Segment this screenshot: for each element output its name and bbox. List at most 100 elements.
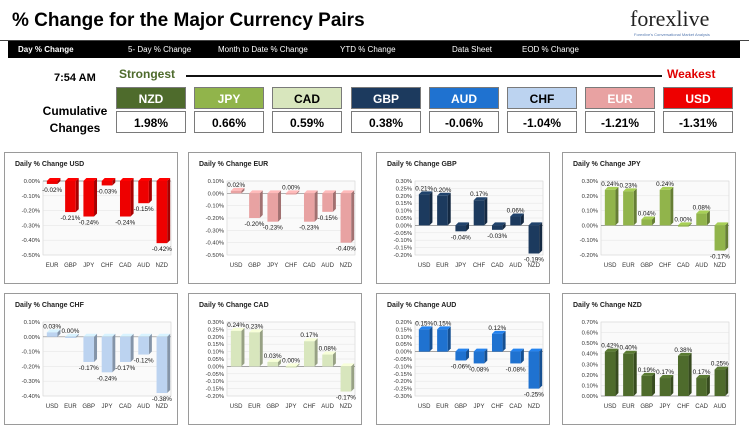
bar-front [659, 378, 671, 396]
data-label: -0.17% [336, 395, 356, 402]
y-tick-label: 0.05% [208, 357, 224, 363]
currency-box-aud: AUD [429, 87, 499, 109]
bar-front [659, 189, 671, 226]
bar-top [322, 351, 336, 355]
bar-side [706, 375, 710, 396]
x-tick-label: GBP [64, 263, 77, 269]
x-tick-label: JPY [455, 263, 466, 269]
chart-panel-eur: Daily % Change EUR 0.10% 0.00% -0.10% -0.20%… [188, 152, 362, 284]
nav-5day-change[interactable]: 5- Day % Change [128, 45, 192, 54]
y-tick-label: 0.15% [396, 201, 412, 207]
x-tick-label: NZD [528, 263, 541, 269]
x-tick-label: USD [46, 404, 59, 410]
x-tick-label: JPY [285, 404, 296, 410]
bar-front [437, 329, 448, 352]
bar [101, 333, 116, 373]
y-tick-label: -0.30% [22, 379, 40, 385]
y-tick-label: -0.20% [394, 379, 412, 385]
currency-value-cad: 0.59% [272, 111, 342, 133]
forexlive-logo[interactable]: forexlive Forexlive's Conversational Mar… [630, 6, 738, 40]
data-label: 0.24% [601, 181, 619, 188]
bar-top [473, 197, 488, 201]
x-tick-label: AUD [714, 404, 727, 410]
data-label: -0.17% [115, 365, 135, 372]
bar-side [332, 351, 336, 367]
bar-front [604, 189, 616, 226]
timestamp: 7:54 AM [54, 72, 96, 84]
y-tick-label: -0.15% [394, 246, 412, 252]
y-tick-label: 0.25% [396, 186, 412, 192]
currency-value-aud: -0.06% [429, 111, 499, 133]
bar-top [677, 352, 692, 356]
bar [83, 333, 98, 362]
x-tick-label: EUR [46, 263, 59, 269]
currency-box-gbp: GBP [351, 87, 421, 109]
bar-front [510, 216, 521, 226]
bar-side [502, 222, 506, 230]
bar-side [57, 329, 61, 337]
bar-top [46, 178, 61, 181]
chart-panel-aud: Daily % Change AUD 0.20% 0.15% 0.10% 0.05% 0.… [376, 293, 550, 425]
bar-top [418, 191, 433, 195]
data-label: -0.24% [115, 220, 135, 227]
y-tick-label: 0.00% [396, 223, 412, 229]
bar-top [623, 188, 637, 192]
y-tick-label: -0.10% [394, 238, 412, 244]
data-label: -0.03% [487, 233, 507, 240]
bar-side [706, 210, 710, 226]
x-tick-label: USD [604, 263, 617, 269]
bar-top [491, 330, 506, 334]
bar-top [696, 375, 710, 379]
y-tick-label: 0.00% [24, 335, 40, 341]
bar-top [714, 366, 729, 370]
nav-ytd-change[interactable]: YTD % Change [340, 45, 396, 54]
bar-top [322, 190, 336, 194]
y-tick-label: -0.50% [22, 253, 40, 259]
nav-data-sheet[interactable]: Data Sheet [452, 45, 493, 54]
bar [510, 348, 524, 364]
nav-mtd-change[interactable]: Month to Date % Change [218, 45, 308, 54]
data-label: -0.23% [299, 225, 319, 232]
bar-side [241, 187, 245, 194]
cumulative-label-line1: Cumulative [42, 104, 108, 118]
bar-front [156, 181, 168, 244]
x-tick-label: CHF [303, 404, 316, 410]
currency-box-jpy: JPY [194, 87, 264, 109]
data-label: -0.17% [79, 365, 99, 372]
y-tick-label: 0.40% [582, 352, 598, 358]
x-tick-label: USD [230, 404, 243, 410]
data-label: -0.12% [134, 358, 154, 365]
bar [138, 178, 152, 204]
y-tick-label: -0.20% [580, 253, 598, 259]
x-tick-label: AUD [137, 404, 150, 410]
data-label: 0.08% [319, 346, 337, 353]
bar-side [633, 188, 637, 226]
y-tick-label: 0.00% [208, 364, 224, 370]
bar-side [130, 178, 134, 217]
bar-front [528, 225, 540, 254]
bar-top [156, 333, 171, 337]
bar-side [725, 366, 729, 396]
y-tick-label: 0.30% [582, 362, 598, 368]
x-tick-label: CHF [659, 263, 672, 269]
y-tick-label: -0.10% [206, 379, 224, 385]
bar-top [83, 333, 98, 337]
bar [156, 178, 171, 244]
y-tick-label: 0.10% [582, 383, 598, 389]
y-tick-label: 0.10% [396, 335, 412, 341]
bar-top [101, 178, 116, 181]
nav-day-change[interactable]: Day % Change [18, 45, 74, 54]
data-label: -0.42% [152, 246, 172, 253]
page-title: % Change for the Major Currency Pairs [12, 10, 365, 31]
bar-side [167, 178, 171, 244]
chart-svg: Daily % Change USD 0.00% -0.10% -0.20% -0.30… [15, 161, 172, 269]
y-tick-label: -0.15% [394, 372, 412, 378]
nav-eod-change[interactable]: EOD % Change [522, 45, 579, 54]
bar [641, 372, 656, 396]
bar-front [230, 330, 242, 367]
y-tick-label: -0.30% [206, 228, 224, 234]
y-tick-label: -0.10% [394, 364, 412, 370]
data-label: -0.25% [524, 392, 544, 399]
bar [604, 186, 619, 226]
bar-top [267, 358, 282, 362]
